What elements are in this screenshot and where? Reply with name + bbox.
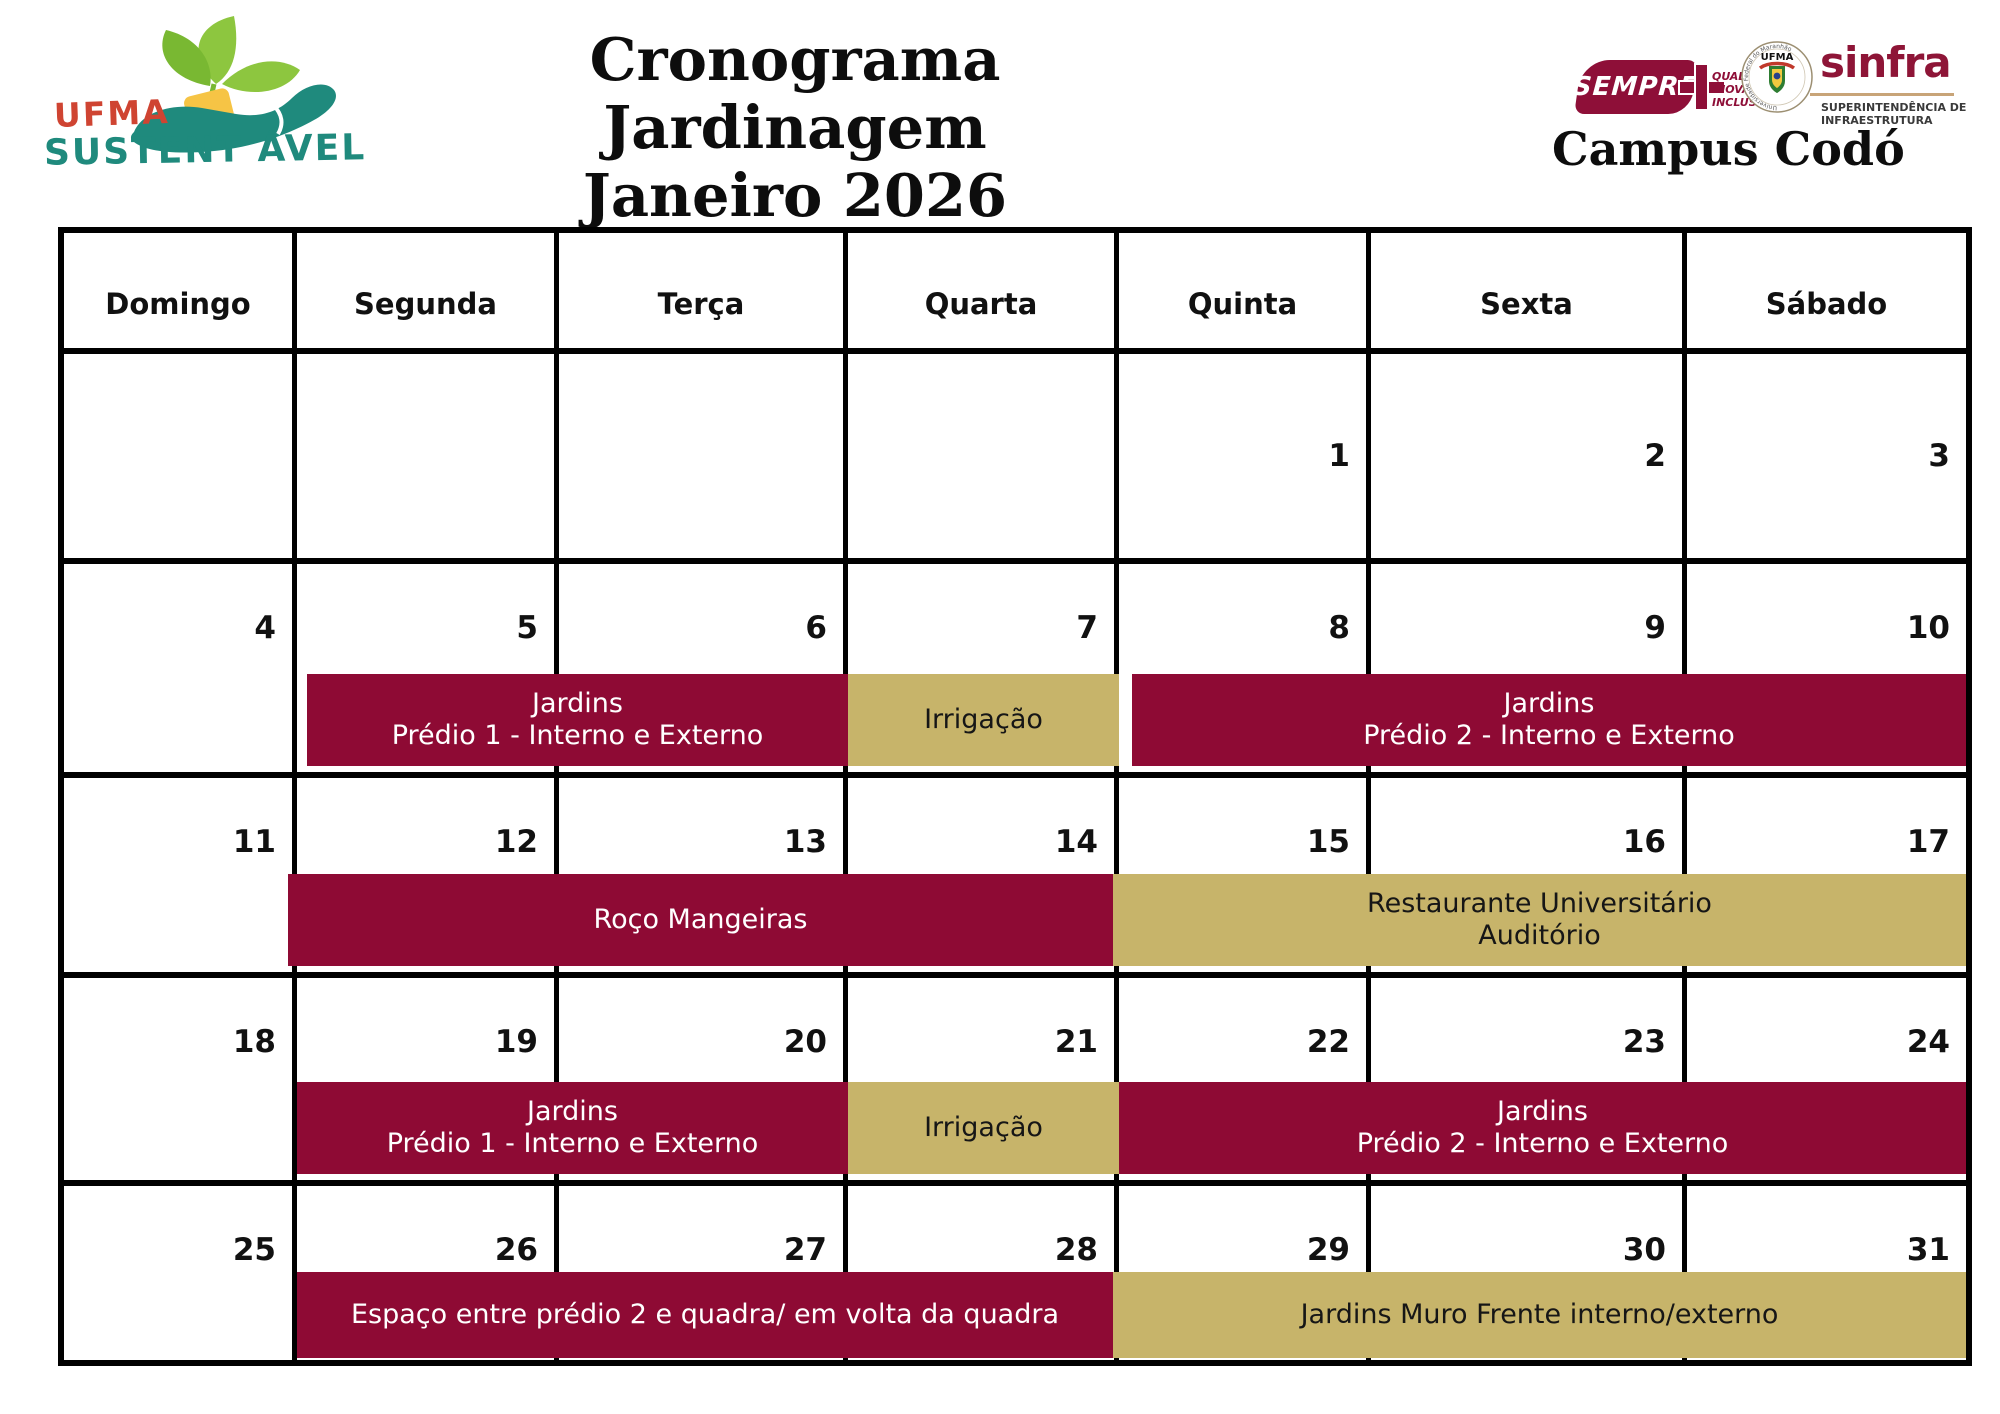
day-cell: 9 <box>1371 564 1687 772</box>
weekday-header-row: Domingo Segunda Terça Quarta Quinta Sext… <box>64 233 1966 354</box>
day-cell: 25 <box>64 1186 297 1360</box>
day-number <box>559 354 843 438</box>
day-number: 19 <box>494 1024 538 1060</box>
week-row-4: 18 19 20 21 22 23 24 Jardins Prédio 1 - … <box>64 978 1966 1186</box>
day-cell <box>559 354 848 558</box>
event-bar-jardins-predio1: Jardins Prédio 1 - Interno e Externo <box>297 1082 848 1174</box>
event-bar-irrigacao: Irrigação <box>848 1082 1119 1174</box>
seal-top-label: UFMA <box>1761 52 1794 63</box>
hand-plant-icon <box>131 16 336 153</box>
day-cell: 8 <box>1119 564 1371 772</box>
day-number: 21 <box>1054 1024 1098 1060</box>
week-row-5: 25 26 27 28 29 30 31 Espaço entre prédio… <box>64 1186 1966 1360</box>
day-cell: 19 <box>297 978 559 1180</box>
day-number: 4 <box>254 610 276 646</box>
day-number: 29 <box>1306 1232 1350 1268</box>
ufma-logo-text: UFMA <box>53 91 171 136</box>
day-number: 15 <box>1306 824 1350 860</box>
week-row-2: 4 5 6 7 8 9 10 Jardins Prédio 1 - Intern… <box>64 564 1966 778</box>
ufma-sustentavel-logo: UFMA SUSTENT ÁVEL <box>38 6 367 186</box>
day-cell: 5 <box>297 564 559 772</box>
event-bar-jardins-muro: Jardins Muro Frente interno/externo <box>1113 1272 1966 1358</box>
event-bar-espaco-quadra: Espaço entre prédio 2 e quadra/ em volta… <box>297 1272 1113 1358</box>
day-cell: 24 <box>1687 978 1966 1180</box>
day-number: 8 <box>1328 610 1350 646</box>
day-number: 3 <box>1928 438 1950 474</box>
weekday-header-domingo: Domingo <box>64 233 297 348</box>
day-number: 22 <box>1306 1024 1350 1060</box>
weekday-header-quarta: Quarta <box>848 233 1119 348</box>
day-cell: 23 <box>1371 978 1687 1180</box>
day-number: 27 <box>783 1232 827 1268</box>
day-cell: 20 <box>559 978 848 1180</box>
campus-label: Campus Codó <box>1552 122 1905 176</box>
day-cell <box>64 354 297 558</box>
day-cell: 11 <box>64 778 297 972</box>
weekday-header-sabado: Sábado <box>1765 286 1888 321</box>
day-number: 11 <box>232 824 276 860</box>
calendar-table: Domingo Segunda Terça Quarta Quinta Sext… <box>58 227 1972 1366</box>
weekday-header-sexta: Sexta <box>1371 233 1687 348</box>
title-line-2: Janeiro 2026 <box>582 161 1008 230</box>
week-row-3: 11 12 13 14 15 16 17 Roço Mangeiras Rest… <box>64 778 1966 978</box>
day-number <box>64 354 292 438</box>
day-number <box>297 354 554 438</box>
week-row-1: 1 2 3 <box>64 354 1966 564</box>
day-number: 28 <box>1054 1232 1098 1268</box>
day-number: 26 <box>494 1232 538 1268</box>
page-title: Cronograma Jardinagem Janeiro 2026 <box>400 26 1190 230</box>
day-cell: 21 <box>848 978 1119 1180</box>
ufma-seal-icon: Universidade Federal do Maranhão UFMA <box>1741 41 1813 113</box>
day-cell: 6 <box>559 564 848 772</box>
event-bar-restaurante-auditorio: Restaurante Universitário Auditório <box>1113 874 1966 966</box>
sinfra-subtitle: SUPERINTENDÊNCIA DE INFRAESTRUTURA <box>1821 101 1967 127</box>
day-number <box>848 354 1114 438</box>
day-cell: 18 <box>64 978 297 1180</box>
day-cell: 31 <box>1687 1186 1966 1360</box>
weekday-header-segunda: Segunda <box>297 233 559 348</box>
day-number: 9 <box>1644 610 1666 646</box>
day-cell: 17 <box>1687 778 1966 972</box>
sinfra-wordmark: sinfra <box>1820 38 1952 87</box>
weekday-header-quinta: Quinta <box>1119 233 1371 348</box>
day-cell: 1 <box>1119 354 1371 558</box>
day-number: 2 <box>1644 438 1666 474</box>
day-cell: 7 <box>848 564 1119 772</box>
day-cell <box>297 354 559 558</box>
day-number: 18 <box>232 1024 276 1060</box>
weekday-header-terca: Terça <box>559 233 848 348</box>
day-cell: 22 <box>1119 978 1371 1180</box>
sustentavel-logo-text: SUSTENT ÁVEL <box>43 127 367 174</box>
day-number: 5 <box>516 610 538 646</box>
event-bar-roco-mangeiras: Roço Mangeiras <box>288 874 1113 966</box>
day-cell: 4 <box>64 564 297 772</box>
day-number: 13 <box>783 824 827 860</box>
day-number: 25 <box>232 1232 276 1268</box>
day-number: 20 <box>783 1024 827 1060</box>
day-number: 17 <box>1906 824 1950 860</box>
day-number: 10 <box>1906 610 1950 646</box>
title-line-1: Cronograma Jardinagem <box>589 25 1001 162</box>
day-number: 30 <box>1622 1232 1666 1268</box>
event-bar-jardins-predio1: Jardins Prédio 1 - Interno e Externo <box>307 674 848 766</box>
gold-divider <box>1810 93 1954 96</box>
day-cell: 3 <box>1687 354 1966 558</box>
day-number: 14 <box>1054 824 1098 860</box>
event-bar-jardins-predio2: Jardins Prédio 2 - Interno e Externo <box>1132 674 1966 766</box>
day-number: 7 <box>1076 610 1098 646</box>
day-cell: 2 <box>1371 354 1687 558</box>
day-number: 24 <box>1906 1024 1950 1060</box>
day-cell <box>848 354 1119 558</box>
event-bar-jardins-predio2: Jardins Prédio 2 - Interno e Externo <box>1119 1082 1966 1174</box>
day-cell: 10 <box>1687 564 1966 772</box>
day-number: 6 <box>805 610 827 646</box>
event-bar-irrigacao: Irrigação <box>848 674 1119 766</box>
day-number: 31 <box>1906 1232 1950 1268</box>
day-number: 1 <box>1328 438 1350 474</box>
day-number: 12 <box>494 824 538 860</box>
day-number: 23 <box>1622 1024 1666 1060</box>
day-number: 16 <box>1622 824 1666 860</box>
plus-icon <box>1678 62 1726 112</box>
